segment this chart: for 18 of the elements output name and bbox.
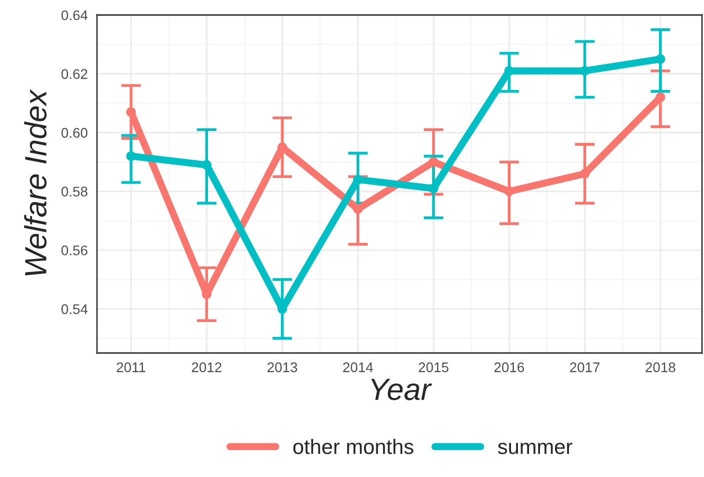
y-axis-title: Welfare Index [24, 89, 47, 276]
x-axis-title: Year [371, 378, 432, 400]
x-tick-label: 2012 [192, 362, 222, 372]
x-tick-label: 2015 [418, 362, 448, 372]
y-tick-label: 0.60 [61, 128, 88, 138]
y-tick-label: 0.58 [61, 186, 88, 197]
x-tick-label: 2013 [268, 362, 298, 372]
y-tick-label: 0.56 [61, 245, 88, 256]
x-tick-label: 2011 [116, 362, 146, 372]
legend-label: summer [498, 442, 572, 454]
x-tick-label: 2017 [570, 362, 600, 372]
x-tick-label: 2014 [343, 362, 373, 372]
y-tick-label: 0.62 [61, 69, 88, 79]
x-tick-label: 2018 [646, 362, 676, 372]
y-tick-label: 0.54 [61, 304, 88, 314]
x-tick-label: 2016 [494, 362, 524, 372]
legend-label: other months [293, 438, 414, 454]
y-tick-label: 0.64 [61, 10, 88, 20]
